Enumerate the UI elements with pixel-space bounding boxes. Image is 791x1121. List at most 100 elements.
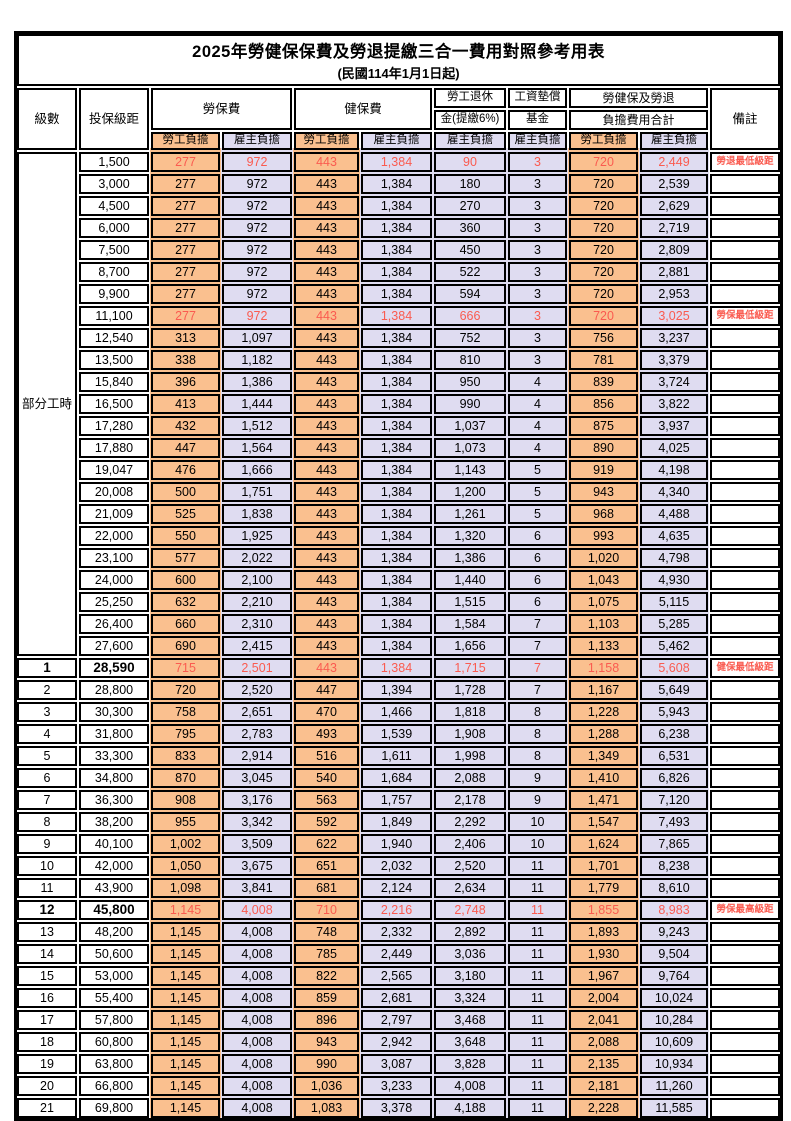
cell-health-employee: 443 bbox=[294, 328, 359, 348]
cell-pension-employer: 2,634 bbox=[434, 878, 506, 898]
cell-health-employee: 443 bbox=[294, 504, 359, 524]
cell-labor-employer: 1,512 bbox=[222, 416, 292, 436]
cell-health-employer: 1,394 bbox=[361, 680, 432, 700]
cell-bracket: 30,300 bbox=[79, 702, 149, 722]
cell-pension-employer: 1,715 bbox=[434, 658, 506, 678]
cell-labor-employee: 396 bbox=[151, 372, 220, 392]
cell-total-employee: 2,041 bbox=[569, 1010, 638, 1030]
cell-total-employee: 720 bbox=[569, 196, 638, 216]
cell-health-employee: 443 bbox=[294, 658, 359, 678]
cell-remark bbox=[710, 196, 780, 216]
cell-total-employer: 3,724 bbox=[640, 372, 708, 392]
cell-level: 19 bbox=[17, 1054, 77, 1074]
cell-level: 18 bbox=[17, 1032, 77, 1052]
cell-remark bbox=[710, 614, 780, 634]
cell-health-employee: 443 bbox=[294, 174, 359, 194]
header-bracket: 投保級距 bbox=[79, 88, 149, 150]
cell-health-employer: 2,565 bbox=[361, 966, 432, 986]
cell-labor-employee: 660 bbox=[151, 614, 220, 634]
cell-remark bbox=[710, 746, 780, 766]
cell-total-employer: 6,826 bbox=[640, 768, 708, 788]
cell-pension-employer: 3,648 bbox=[434, 1032, 506, 1052]
cell-labor-employee: 1,145 bbox=[151, 1010, 220, 1030]
cell-bracket: 66,800 bbox=[79, 1076, 149, 1096]
cell-pension-employer: 1,200 bbox=[434, 482, 506, 502]
cell-remark: 勞保最低級距 bbox=[710, 306, 780, 326]
cell-labor-employer: 4,008 bbox=[222, 1010, 292, 1030]
cell-remark: 勞退最低級距 bbox=[710, 152, 780, 172]
cell-total-employer: 4,488 bbox=[640, 504, 708, 524]
cell-health-employer: 1,384 bbox=[361, 658, 432, 678]
cell-health-employee: 443 bbox=[294, 196, 359, 216]
cell-labor-employer: 4,008 bbox=[222, 1032, 292, 1052]
header-health-insurance: 健保費 bbox=[294, 88, 432, 130]
cell-wagefund-employer: 4 bbox=[508, 416, 567, 436]
cell-remark bbox=[710, 724, 780, 744]
cell-remark bbox=[710, 240, 780, 260]
cell-total-employer: 10,024 bbox=[640, 988, 708, 1008]
subheader-labor-employee: 勞工負擔 bbox=[151, 132, 220, 150]
cell-labor-employer: 4,008 bbox=[222, 900, 292, 920]
subheader-total-employee: 勞工負擔 bbox=[569, 132, 638, 150]
cell-health-employer: 1,384 bbox=[361, 416, 432, 436]
cell-labor-employee: 1,145 bbox=[151, 966, 220, 986]
cell-bracket: 43,900 bbox=[79, 878, 149, 898]
cell-total-employer: 3,025 bbox=[640, 306, 708, 326]
cell-labor-employee: 833 bbox=[151, 746, 220, 766]
cell-health-employer: 1,384 bbox=[361, 372, 432, 392]
cell-labor-employee: 1,145 bbox=[151, 1098, 220, 1118]
cell-remark bbox=[710, 592, 780, 612]
cell-bracket: 69,800 bbox=[79, 1098, 149, 1118]
cell-pension-employer: 1,320 bbox=[434, 526, 506, 546]
header-total-line1: 勞健保及勞退 bbox=[569, 88, 708, 108]
cell-labor-employer: 1,386 bbox=[222, 372, 292, 392]
cell-wagefund-employer: 7 bbox=[508, 680, 567, 700]
cell-labor-employee: 1,145 bbox=[151, 900, 220, 920]
cell-wagefund-employer: 3 bbox=[508, 328, 567, 348]
cell-labor-employee: 277 bbox=[151, 174, 220, 194]
cell-total-employer: 10,284 bbox=[640, 1010, 708, 1030]
cell-remark bbox=[710, 680, 780, 700]
cell-pension-employer: 522 bbox=[434, 262, 506, 282]
cell-level: 4 bbox=[17, 724, 77, 744]
cell-remark bbox=[710, 328, 780, 348]
cell-remark bbox=[710, 394, 780, 414]
cell-health-employee: 443 bbox=[294, 460, 359, 480]
cell-total-employee: 1,228 bbox=[569, 702, 638, 722]
cell-health-employee: 493 bbox=[294, 724, 359, 744]
cell-wagefund-employer: 11 bbox=[508, 966, 567, 986]
cell-wagefund-employer: 3 bbox=[508, 306, 567, 326]
cell-health-employer: 1,384 bbox=[361, 460, 432, 480]
cell-labor-employer: 2,022 bbox=[222, 548, 292, 568]
cell-level: 20 bbox=[17, 1076, 77, 1096]
cell-pension-employer: 950 bbox=[434, 372, 506, 392]
cell-pension-employer: 3,324 bbox=[434, 988, 506, 1008]
cell-health-employee: 651 bbox=[294, 856, 359, 876]
cell-health-employee: 447 bbox=[294, 680, 359, 700]
cell-labor-employee: 577 bbox=[151, 548, 220, 568]
cell-labor-employee: 447 bbox=[151, 438, 220, 458]
cell-total-employer: 10,934 bbox=[640, 1054, 708, 1074]
cell-labor-employee: 313 bbox=[151, 328, 220, 348]
cell-total-employer: 5,608 bbox=[640, 658, 708, 678]
cell-total-employee: 993 bbox=[569, 526, 638, 546]
cell-bracket: 28,800 bbox=[79, 680, 149, 700]
cell-total-employer: 2,449 bbox=[640, 152, 708, 172]
cell-remark bbox=[710, 702, 780, 722]
cell-bracket: 57,800 bbox=[79, 1010, 149, 1030]
cell-level: 11 bbox=[17, 878, 77, 898]
cell-labor-employer: 972 bbox=[222, 196, 292, 216]
cell-labor-employee: 277 bbox=[151, 240, 220, 260]
cell-pension-employer: 1,998 bbox=[434, 746, 506, 766]
cell-bracket: 45,800 bbox=[79, 900, 149, 920]
cell-labor-employer: 3,045 bbox=[222, 768, 292, 788]
cell-bracket: 25,250 bbox=[79, 592, 149, 612]
cell-labor-employee: 277 bbox=[151, 284, 220, 304]
cell-bracket: 33,300 bbox=[79, 746, 149, 766]
cell-bracket: 8,700 bbox=[79, 262, 149, 282]
cell-labor-employee: 1,145 bbox=[151, 944, 220, 964]
cell-wagefund-employer: 11 bbox=[508, 1032, 567, 1052]
cell-remark bbox=[710, 174, 780, 194]
cell-total-employee: 756 bbox=[569, 328, 638, 348]
cell-remark bbox=[710, 218, 780, 238]
